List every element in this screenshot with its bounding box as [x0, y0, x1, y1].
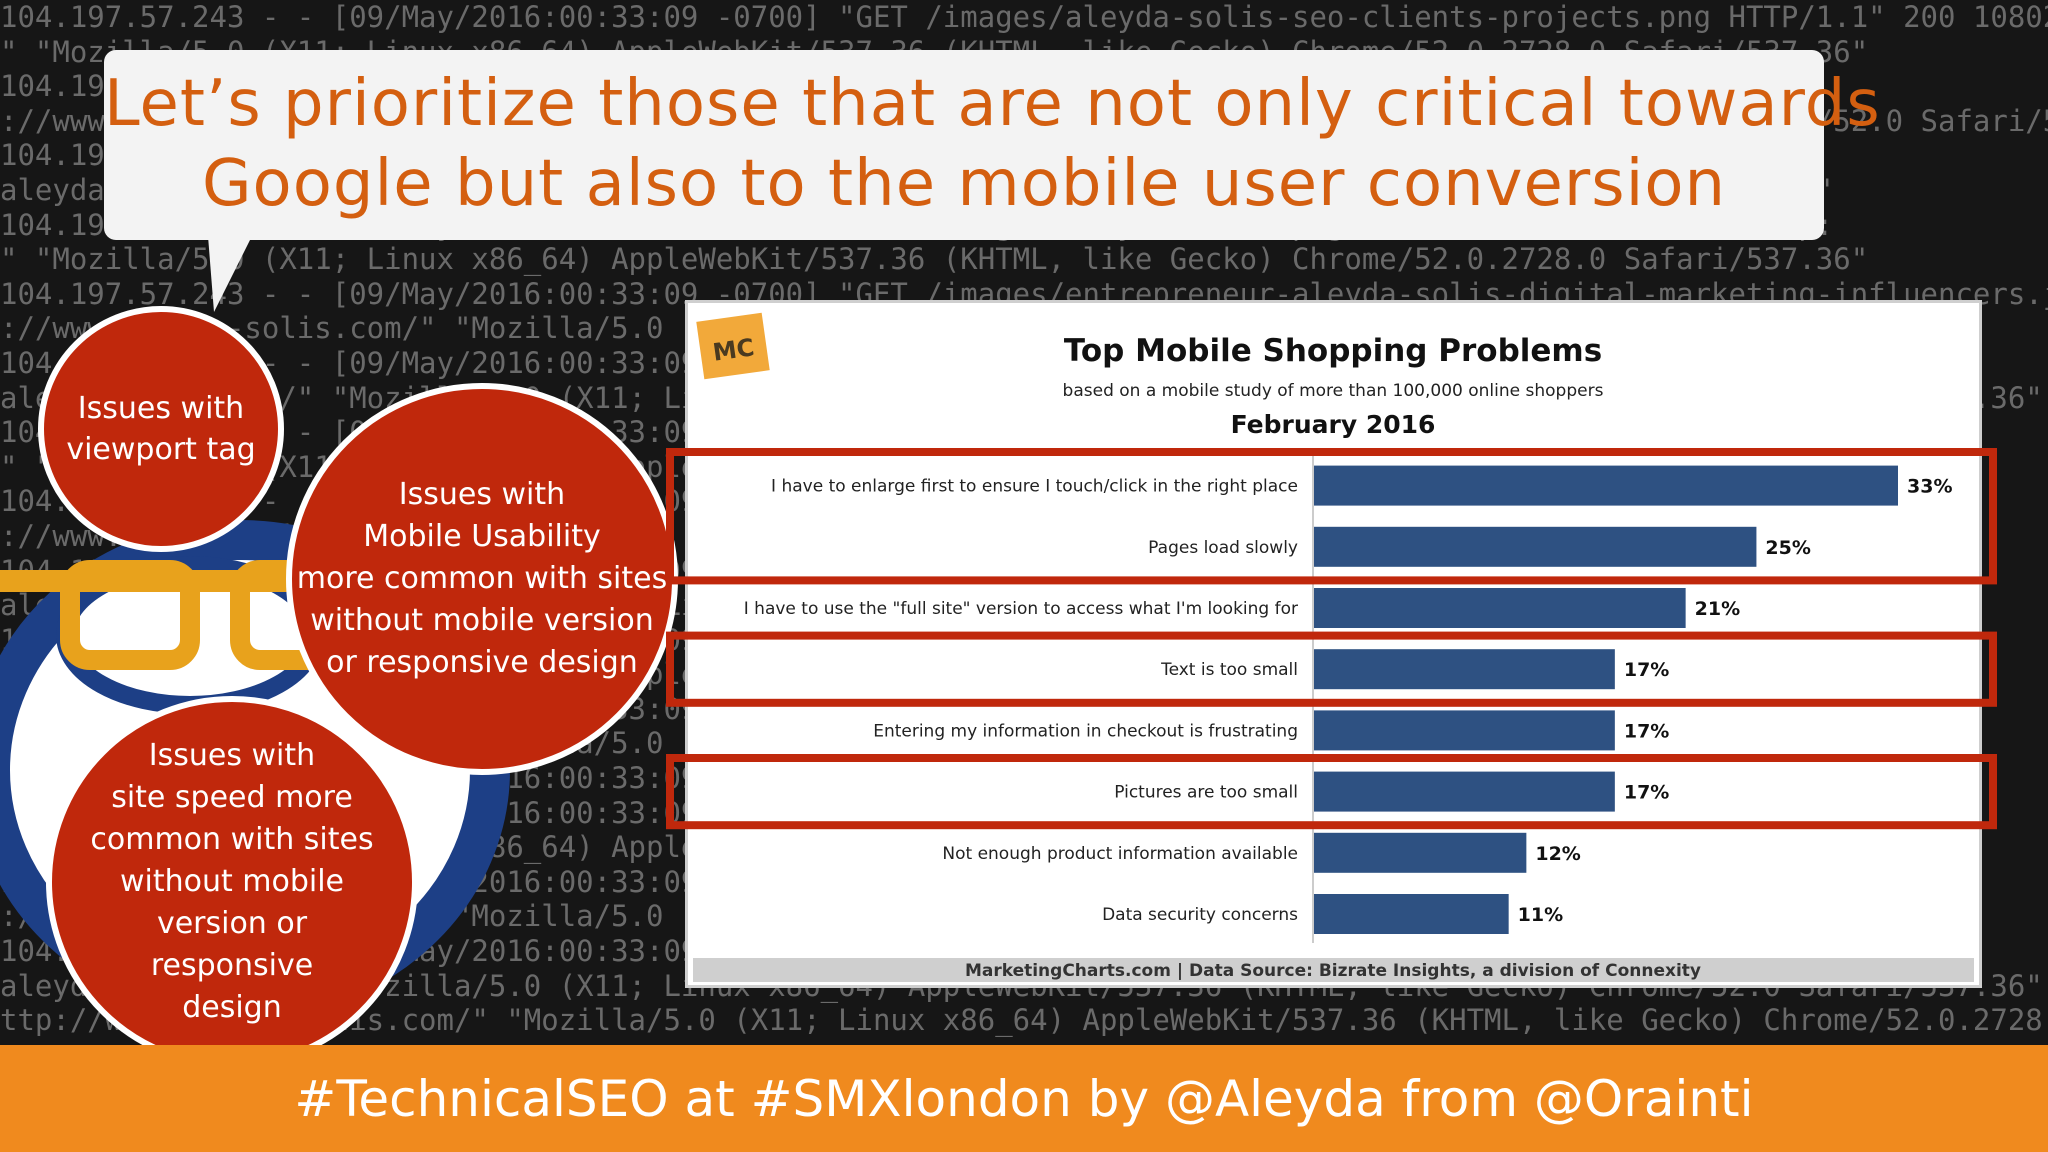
value-label: 33%	[1907, 476, 1952, 498]
category-label: Text is too small	[1160, 660, 1298, 680]
value-label: 25%	[1765, 537, 1810, 559]
category-label: Not enough product information available	[942, 844, 1298, 864]
category-label: I have to enlarge first to ensure I touc…	[771, 477, 1298, 497]
bar	[1314, 771, 1615, 812]
category-label: Pictures are too small	[1114, 783, 1298, 803]
value-label: 17%	[1624, 782, 1669, 804]
bubble-usability-text: Issues with Mobile Usability more common…	[296, 477, 668, 680]
footer-text: #TechnicalSEO at #SMXlondon by @Aleyda f…	[294, 1069, 1754, 1128]
category-label: Entering my information in checkout is f…	[873, 721, 1298, 741]
bar-chart: MC Top Mobile Shopping Problems based on a…	[693, 312, 1974, 982]
bubble-viewport-text: Issues with viewport tag	[66, 391, 256, 467]
log-line: 104.197.57.243 - - [09/May/2016:00:33:09…	[0, 0, 2048, 34]
footer-banner: #TechnicalSEO at #SMXlondon by @Aleyda f…	[0, 1045, 2048, 1152]
bar	[1314, 465, 1898, 506]
log-line: " "Mozilla/5.0 (X11; Linux x86_64) Apple…	[0, 242, 1869, 277]
bar	[1314, 710, 1615, 751]
bar	[1314, 649, 1615, 690]
mc-logo-text: MC	[711, 333, 756, 367]
value-label: 12%	[1535, 843, 1580, 865]
bubble-site-speed-issues: Issues with site speed more common with …	[46, 696, 418, 1068]
bar	[1314, 832, 1527, 873]
headline-line-2: Google but also to the mobile user conve…	[201, 147, 1727, 221]
category-label: Data security concerns	[1102, 905, 1298, 925]
value-label: 17%	[1624, 720, 1669, 742]
bubble-speed-text: Issues with site speed more common with …	[90, 738, 374, 1025]
bar	[1314, 526, 1757, 567]
bar	[1314, 894, 1509, 934]
value-label: 11%	[1518, 904, 1563, 926]
source-band	[693, 958, 1974, 982]
value-label: 21%	[1695, 598, 1740, 620]
headline-callout: Let’s prioritize those that are not only…	[104, 50, 1881, 240]
bubble-mobile-usability-issues: Issues with Mobile Usability more common…	[286, 383, 678, 775]
bubble-viewport-issues: Issues with viewport tag	[38, 306, 284, 552]
chart-title: Top Mobile Shopping Problems	[1064, 333, 1602, 369]
value-label: 17%	[1624, 659, 1669, 681]
bar	[1314, 588, 1686, 628]
chart-subtitle: based on a mobile study of more than 100…	[1063, 381, 1604, 401]
chart-panel: MC Top Mobile Shopping Problems based on a…	[685, 300, 1982, 988]
category-label: I have to use the "full site" version to…	[744, 599, 1298, 619]
mc-logo-badge	[696, 312, 770, 380]
chart-date: February 2016	[1231, 410, 1436, 439]
category-label: Pages load slowly	[1148, 538, 1298, 558]
chart-source: MarketingCharts.com | Data Source: Bizra…	[965, 961, 1701, 981]
headline-line-1: Let’s prioritize those that are not only…	[104, 67, 1881, 141]
